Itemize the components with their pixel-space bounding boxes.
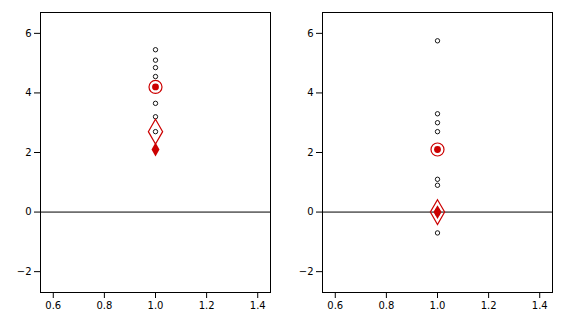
svg-text:0.8: 0.8 — [378, 300, 394, 311]
svg-text:0: 0 — [307, 206, 313, 217]
svg-text:1.2: 1.2 — [481, 300, 497, 311]
svg-text:2: 2 — [25, 147, 31, 158]
svg-text:1.4: 1.4 — [532, 300, 548, 311]
svg-text:6: 6 — [307, 28, 313, 39]
svg-text:0: 0 — [25, 206, 31, 217]
svg-text:2: 2 — [307, 147, 313, 158]
svg-text:4: 4 — [307, 87, 313, 98]
svg-text:1.0: 1.0 — [148, 300, 164, 311]
svg-text:−2: −2 — [299, 266, 314, 277]
svg-text:0.6: 0.6 — [45, 300, 61, 311]
svg-text:−2: −2 — [17, 266, 32, 277]
svg-text:1.2: 1.2 — [199, 300, 215, 311]
svg-text:6: 6 — [25, 28, 31, 39]
svg-text:4: 4 — [25, 87, 31, 98]
svg-text:1.4: 1.4 — [250, 300, 266, 311]
svg-text:1.0: 1.0 — [430, 300, 446, 311]
svg-text:0.6: 0.6 — [327, 300, 343, 311]
svg-text:0.8: 0.8 — [96, 300, 112, 311]
